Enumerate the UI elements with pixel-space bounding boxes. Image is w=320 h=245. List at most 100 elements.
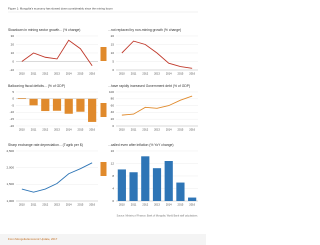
bar — [88, 98, 97, 122]
x-tick-label: 2012 — [42, 72, 48, 76]
y-tick-label: -15 — [10, 117, 15, 121]
line — [21, 39, 93, 67]
page: Figure 1: Mongolia's economy has slowed … — [0, 0, 206, 245]
bar — [64, 98, 73, 114]
x-tick-label: 2015 — [78, 128, 84, 132]
chart-title: Ballooning fiscal deficits... (% of GDP) — [8, 84, 65, 88]
y-tick-label: 20 — [11, 42, 15, 46]
y-tick-label: 0 — [12, 97, 14, 101]
y-tick-label: 1,000 — [6, 199, 14, 203]
x-tick-label: 2016 — [89, 128, 95, 132]
x-tick-label: 2011 — [31, 72, 37, 76]
x-tick-label: 2014 — [166, 128, 172, 132]
x-tick-label: 2011 — [31, 203, 37, 207]
bar — [129, 172, 138, 201]
y-tick-label: 0 — [12, 59, 14, 63]
x-tick-label: 2010 — [119, 72, 125, 76]
bar — [176, 182, 185, 201]
bar — [188, 197, 197, 201]
arrow-right — [100, 103, 107, 117]
x-tick-label: 2010 — [119, 128, 125, 132]
x-tick-label: 2012 — [42, 128, 48, 132]
arrow-right — [100, 162, 107, 176]
x-tick-label: 2013 — [54, 203, 60, 207]
x-tick-label: 2011 — [131, 72, 137, 76]
y-tick-label: -10 — [10, 110, 15, 114]
x-tick-label: 2016 — [189, 72, 195, 76]
x-tick-label: 2013 — [154, 203, 160, 207]
y-tick-label: -20 — [10, 124, 15, 128]
y-tick-label: 10 — [111, 51, 115, 55]
footer: From Mongolia Economic Update, 2017 — [8, 237, 58, 241]
x-tick-label: 2011 — [131, 128, 137, 132]
x-tick-label: 2016 — [89, 72, 95, 76]
x-tick-label: 2012 — [142, 72, 148, 76]
y-tick-label: 8 — [112, 174, 114, 178]
footer-bar — [0, 234, 206, 245]
bar — [17, 98, 26, 99]
bar — [41, 98, 50, 112]
x-tick-label: 2010 — [119, 203, 125, 207]
y-tick-label: -10 — [10, 68, 15, 72]
line — [121, 95, 193, 116]
x-tick-label: 2015 — [78, 72, 84, 76]
source-note: Source: Ministry of Finance; Bank of Mon… — [117, 215, 199, 218]
x-tick-label: 2015 — [178, 128, 184, 132]
chart-title: ...not replaced by non-mining growth (% … — [108, 28, 181, 32]
x-tick-label: 2010 — [19, 72, 25, 76]
bar — [117, 169, 126, 201]
y-tick-label: 16 — [111, 149, 115, 153]
x-tick-label: 2010 — [19, 128, 25, 132]
x-tick-label: 2012 — [42, 203, 48, 207]
y-tick-label: 0 — [112, 124, 114, 128]
x-tick-label: 2015 — [178, 203, 184, 207]
x-tick-label: 2014 — [166, 203, 172, 207]
figure-caption: Figure 1: Mongolia's economy has slowed … — [8, 7, 113, 11]
x-tick-label: 2013 — [54, 72, 60, 76]
arrow-right — [100, 47, 107, 61]
y-tick-label: 40 — [111, 110, 115, 114]
x-tick-label: 2014 — [66, 128, 72, 132]
bar — [76, 98, 85, 112]
chart-title: Slowdown in mining sector growth... (% c… — [8, 28, 80, 32]
y-tick-label: 0 — [112, 199, 114, 203]
line — [21, 162, 93, 193]
line — [121, 40, 193, 69]
y-tick-label: 20 — [111, 117, 115, 121]
x-tick-label: 2013 — [154, 72, 160, 76]
y-tick-label: 1,500 — [6, 182, 14, 186]
bar — [29, 98, 38, 106]
x-tick-label: 2014 — [66, 72, 72, 76]
y-tick-label: 5 — [12, 90, 14, 94]
y-tick-label: 10 — [11, 51, 15, 55]
background — [0, 0, 206, 245]
y-tick-label: 60 — [111, 103, 115, 107]
x-tick-label: 2011 — [131, 203, 137, 207]
x-tick-label: 2011 — [31, 128, 37, 132]
arrow — [100, 47, 107, 176]
x-tick-label: 2012 — [142, 128, 148, 132]
y-tick-label: -5 — [11, 103, 14, 107]
y-tick-label: 2,500 — [6, 149, 14, 153]
x-tick-label: 2014 — [66, 203, 72, 207]
x-tick-label: 2013 — [154, 128, 160, 132]
chart-title: ...called even after inflation (% YoY ch… — [108, 143, 174, 147]
x-tick-label: 2016 — [189, 128, 195, 132]
chart-title: Sharp exchange rate depreciation... (Tug… — [8, 143, 83, 147]
y-tick-label: 20 — [111, 34, 115, 38]
chart-title: ...have rapidly increased Government deb… — [108, 84, 190, 88]
x-tick-label: 2016 — [189, 203, 195, 207]
y-tick-label: 80 — [111, 97, 115, 101]
y-tick-label: 100 — [109, 90, 114, 94]
x-tick-label: 2012 — [142, 203, 148, 207]
bar — [164, 161, 173, 201]
x-tick-label: 2015 — [178, 72, 184, 76]
y-tick-label: 15 — [111, 42, 115, 46]
y-tick-label: 2,000 — [6, 165, 14, 169]
x-tick-label: 2013 — [54, 128, 60, 132]
x-tick-label: 2010 — [19, 203, 25, 207]
bar — [152, 168, 162, 201]
y-tick-label: 12 — [111, 161, 115, 165]
x-tick-label: 2015 — [78, 203, 84, 207]
bar — [52, 98, 62, 111]
